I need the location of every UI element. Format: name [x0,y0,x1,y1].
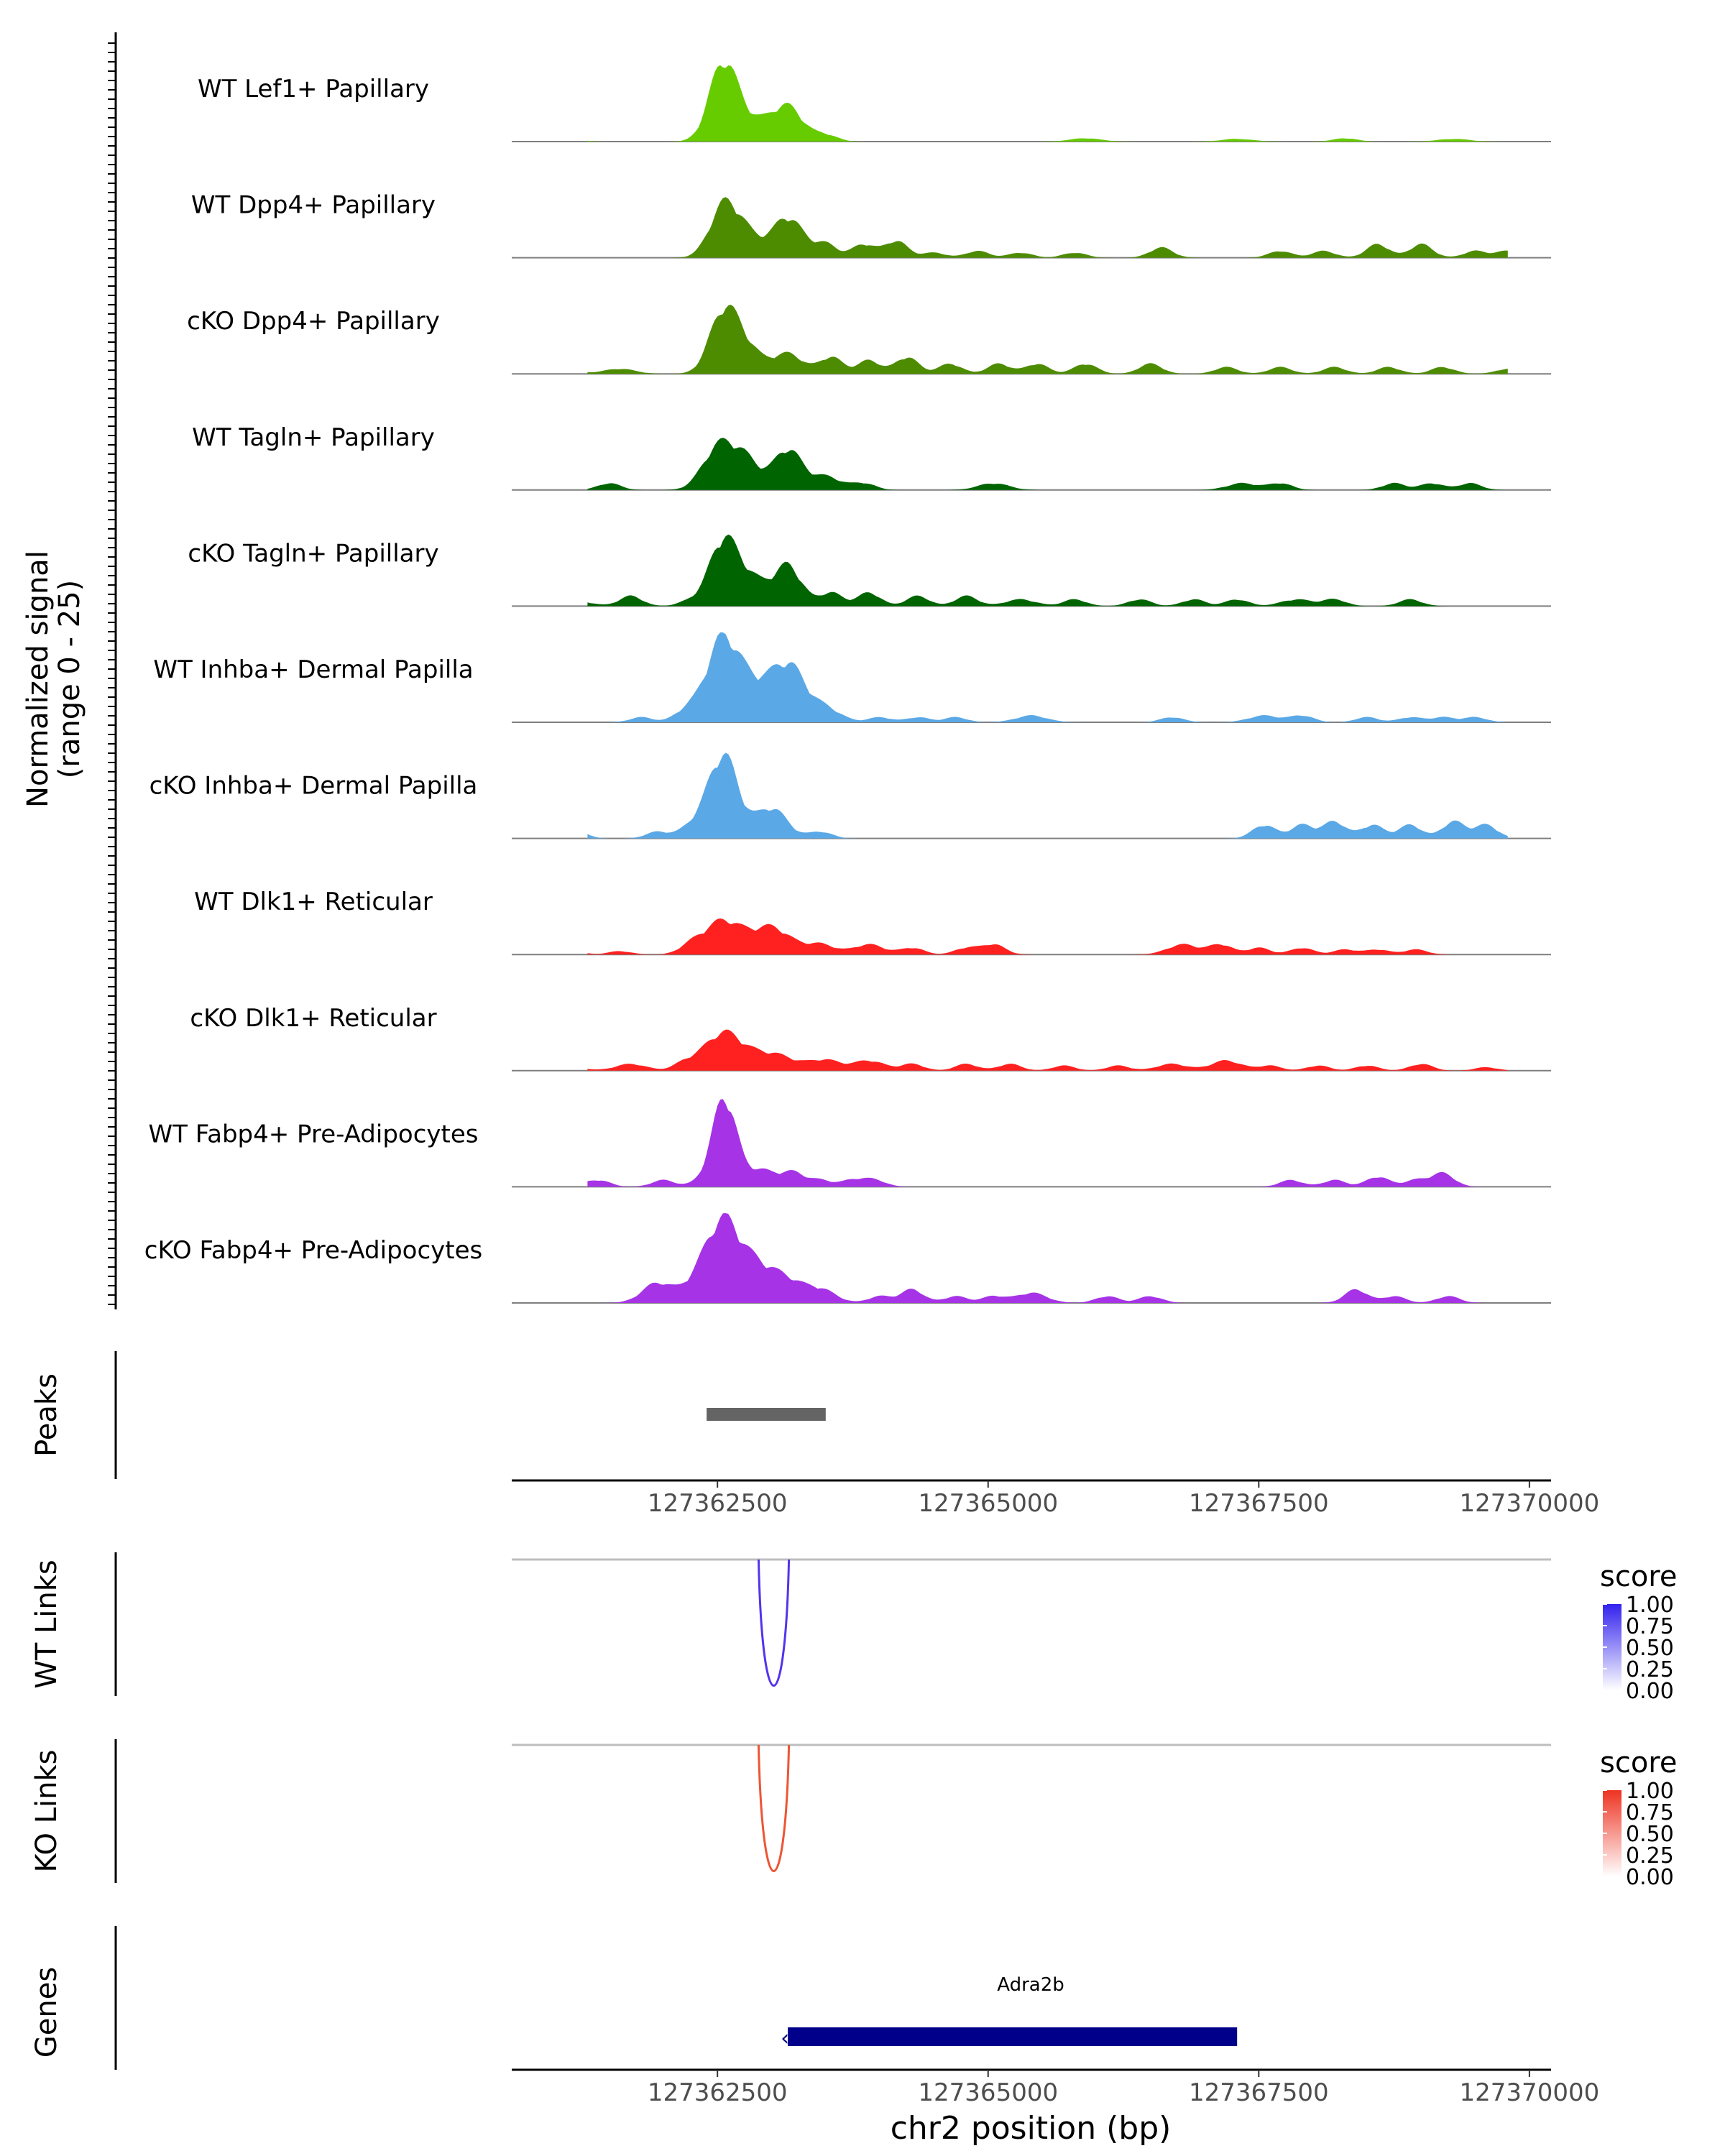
track-1: WT Lef1+ Papillary [198,65,1551,142]
legend-tick-label: 0.50 [1626,1636,1674,1661]
coverage-area [587,438,1508,490]
peaks-track: Peaks 127362500 127365000 127367500 1273700… [30,1351,1599,1518]
track-3: cKO Dpp4+ Papillary [187,305,1551,375]
ko-legend-ticks: 1.000.750.500.250.00 [1603,1779,1674,1890]
x-tick-label: 127362500 [648,1489,788,1518]
track-7: cKO Inhba+ Dermal Papilla [150,752,1551,839]
wt-link-arc [757,1559,791,1687]
track-label: cKO Inhba+ Dermal Papilla [150,772,478,801]
coverage-area [587,752,1508,839]
ko-link-arc [757,1744,791,1872]
track-label: WT Inhba+ Dermal Papilla [153,655,473,684]
coverage-area [587,305,1508,374]
coverage-area [587,534,1508,607]
legend-tick-label: 1.00 [1626,1779,1674,1804]
track-2: WT Dpp4+ Papillary [191,191,1551,259]
genes-label: Genes [30,1967,63,2058]
x-tick-label: 127365000 [918,2078,1058,2107]
x-tick-label: 127367500 [1189,1489,1329,1518]
x-axis-title: chr2 position (bp) [891,2110,1172,2147]
track-label: cKO Fabp4+ Pre-Adipocytes [144,1236,483,1265]
legend-tick-label: 0.50 [1626,1822,1674,1847]
ko-links-track: KO Links score 1.000.750.500.250.00 [30,1739,1677,1890]
peak-regions [707,1408,826,1421]
gene-body [788,2027,1238,2046]
wt-links-label: WT Links [30,1560,63,1688]
legend-tick-label: 0.25 [1626,1843,1674,1869]
legend-tick-label: 1.00 [1626,1593,1674,1618]
track-10: WT Fabp4+ Pre-Adipocytes [149,1099,1551,1188]
x-axis-ticks-top: 127362500 127365000 127367500 127370000 [648,1480,1599,1518]
coverage-area [587,1213,1508,1303]
x-tick-label: 127370000 [1460,1489,1600,1518]
track-label: WT Fabp4+ Pre-Adipocytes [149,1120,479,1148]
track-label: WT Lef1+ Papillary [198,75,429,103]
coverage-y-axis [108,32,117,1309]
coverage-tracks: WT Lef1+ Papillary WT Dpp4+ Papillary cKO … [144,65,1551,1304]
coverage-area [587,1099,1508,1187]
x-tick-label: 127367500 [1189,2078,1329,2107]
track-9: cKO Dlk1+ Reticular [190,1004,1551,1072]
legend-tick-label: 0.75 [1626,1800,1674,1825]
wt-links-track: WT Links score 1.000.750.500.250.00 [30,1552,1677,1704]
coverage-area [587,918,1508,955]
track-8: WT Dlk1+ Reticular [194,888,1551,956]
wt-legend-ticks: 1.000.750.500.250.00 [1603,1593,1674,1704]
track-label: WT Dlk1+ Reticular [194,888,433,916]
track-label: WT Tagln+ Papillary [192,423,435,452]
legend-tick-label: 0.00 [1626,1679,1674,1704]
wt-legend-title: score [1600,1560,1677,1593]
gene-strand-arrow: ‹ [781,2026,789,2051]
track-label: WT Dpp4+ Papillary [191,191,436,220]
gene-name: Adra2b [997,1974,1064,1996]
track-11: cKO Fabp4+ Pre-Adipocytes [144,1213,1551,1304]
legend-tick-label: 0.25 [1626,1657,1674,1682]
peak-region [707,1408,826,1421]
track-label: cKO Dlk1+ Reticular [190,1004,436,1033]
track-5: cKO Tagln+ Papillary [188,534,1551,607]
coverage-area [587,197,1508,258]
x-axis-ticks-bottom: 127362500 127365000 127367500 127370000 [648,2070,1599,2107]
coverage-area [587,632,1508,722]
track-label: cKO Dpp4+ Papillary [187,307,440,336]
coverage-y-label-line1: Normalized signal [22,550,55,808]
legend-tick-label: 0.75 [1626,1614,1674,1639]
coverage-area [587,65,1508,142]
x-tick-label: 127370000 [1460,2078,1600,2107]
track-6: WT Inhba+ Dermal Papilla [153,632,1551,723]
x-tick-label: 127365000 [918,1489,1058,1518]
peaks-label: Peaks [30,1373,63,1457]
genes-track: Genes Adra2b ‹ 127362500 127365000 1273675… [30,1926,1599,2147]
coverage-area [587,1029,1508,1071]
x-tick-label: 127362500 [648,2078,788,2107]
coverage-y-label-line2: (range 0 - 25) [53,580,86,778]
track-label: cKO Tagln+ Papillary [188,539,438,568]
legend-tick-label: 0.00 [1626,1865,1674,1890]
track-4: WT Tagln+ Papillary [192,423,1551,491]
ko-links-label: KO Links [30,1750,63,1873]
ko-legend-title: score [1600,1746,1677,1779]
